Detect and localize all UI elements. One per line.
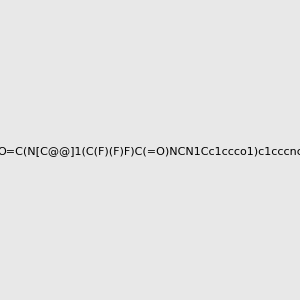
Text: O=C(N[C@@]1(C(F)(F)F)C(=O)NCN1Cc1ccco1)c1cccnc1: O=C(N[C@@]1(C(F)(F)F)C(=O)NCN1Cc1ccco1)c… [0, 146, 300, 157]
